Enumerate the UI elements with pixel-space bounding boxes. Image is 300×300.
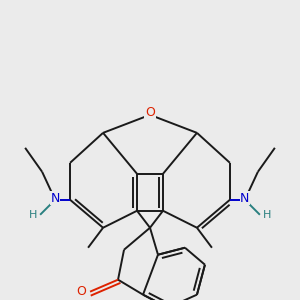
Text: O: O xyxy=(145,106,155,119)
Text: O: O xyxy=(76,285,86,298)
Text: H: H xyxy=(263,210,272,220)
Text: N: N xyxy=(50,192,60,205)
Text: H: H xyxy=(28,210,37,220)
Text: N: N xyxy=(240,192,250,205)
